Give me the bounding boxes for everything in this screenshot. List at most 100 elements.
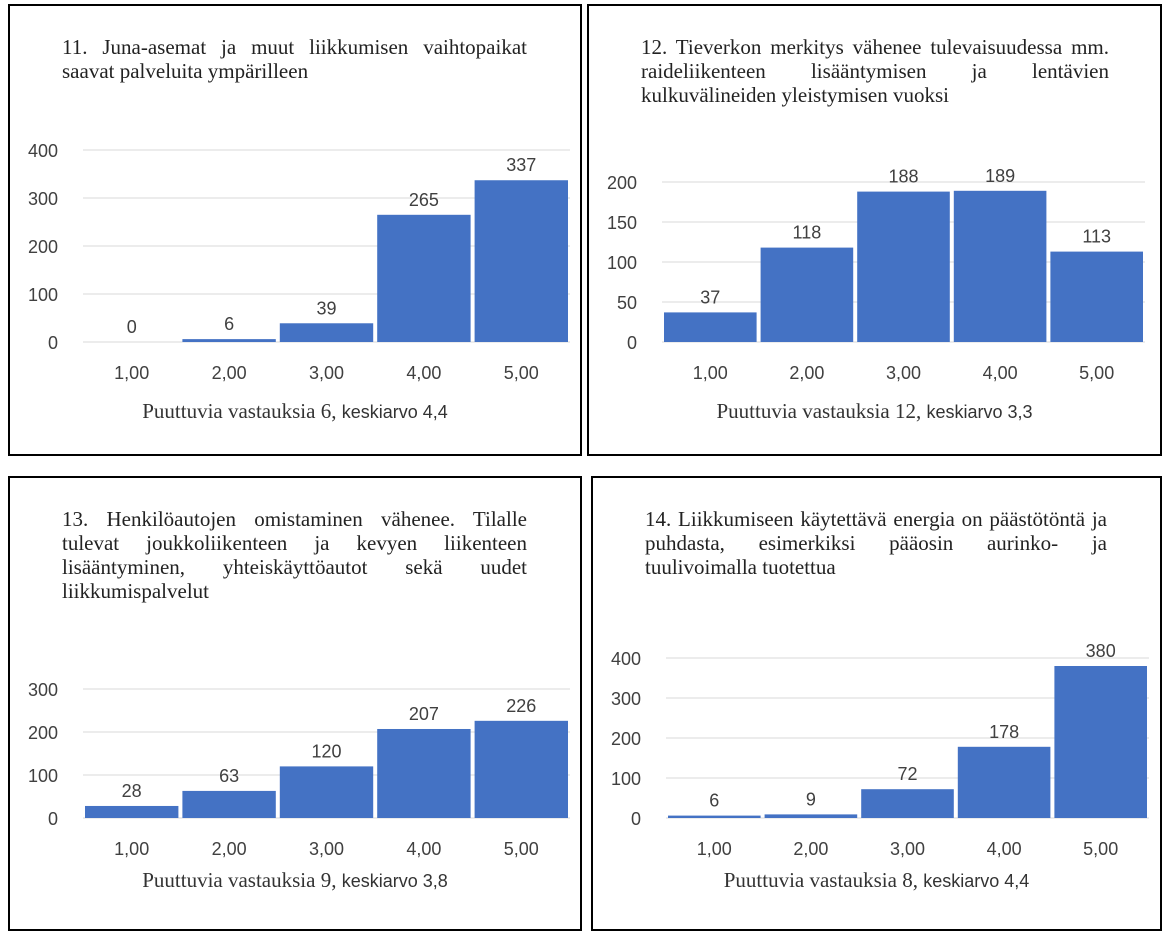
x-tick-label: 2,00 <box>793 839 828 859</box>
footer-mean-text: keskiarvo 3,3 <box>926 402 1033 422</box>
footer-mean-text: keskiarvo 3,8 <box>341 871 448 891</box>
x-tick-label: 5,00 <box>504 363 539 383</box>
bar <box>953 190 1047 342</box>
bar-chart-11: 0 100 200 300 400 0 6 39 265 337 1,00 2,00 3,00 4,00 5… <box>28 141 570 383</box>
y-tick-label: 200 <box>607 173 637 193</box>
x-tick-label: 1,00 <box>693 363 728 383</box>
footer-missing-text: Puuttuvia vastauksia 8, <box>723 868 924 892</box>
bar-chart-13: 0 100 200 300 28 63 120 207 226 1,00 2,00 3,00 4,00 5… <box>28 680 570 859</box>
data-label: 118 <box>793 223 822 243</box>
data-label: 178 <box>989 722 1019 742</box>
y-tick-label: 200 <box>28 237 58 257</box>
bar <box>861 789 954 818</box>
chart-panel-12: 12. Tieverkon merkitys vähenee tulevaisu… <box>587 4 1162 456</box>
y-tick-label: 100 <box>28 766 58 786</box>
footer-mean-text: keskiarvo 4,4 <box>923 871 1030 891</box>
y-tick-label: 300 <box>611 689 641 709</box>
y-tick-label: 200 <box>611 729 641 749</box>
footer-missing-text: Puuttuvia vastauksia 12, <box>716 399 927 423</box>
y-tick-label: 100 <box>611 769 641 789</box>
data-label: 113 <box>1082 227 1111 247</box>
y-tick-label: 100 <box>607 253 637 273</box>
bar <box>474 180 568 342</box>
y-tick-label: 0 <box>48 809 58 829</box>
bar <box>377 728 471 818</box>
chart-footer: Puuttuvia vastauksia 12, keskiarvo 3,3 <box>589 399 1160 424</box>
chart-footer: Puuttuvia vastauksia 8, keskiarvo 4,4 <box>593 868 1160 893</box>
x-tick-label: 3,00 <box>890 839 925 859</box>
bar <box>85 805 179 818</box>
y-tick-label: 300 <box>28 680 58 700</box>
data-label: 120 <box>311 741 341 761</box>
data-label: 6 <box>224 314 234 334</box>
y-tick-label: 400 <box>611 649 641 669</box>
bar <box>377 214 471 342</box>
data-label: 380 <box>1086 641 1116 661</box>
x-tick-label: 1,00 <box>697 839 732 859</box>
x-tick-label: 5,00 <box>1083 839 1118 859</box>
data-label: 63 <box>219 766 239 786</box>
data-label: 37 <box>700 287 720 307</box>
chart-panel-13: 13. Henkilöautojen omistaminen vähenee. … <box>8 476 582 931</box>
data-label: 226 <box>506 696 536 716</box>
y-tick-label: 200 <box>28 723 58 743</box>
x-tick-label: 5,00 <box>504 839 539 859</box>
bar <box>664 312 757 342</box>
x-tick-label: 5,00 <box>1079 363 1114 383</box>
chart-footer: Puuttuvia vastauksia 6, keskiarvo 4,4 <box>10 399 580 424</box>
footer-mean-text: keskiarvo 4,4 <box>341 402 448 422</box>
x-tick-label: 4,00 <box>987 839 1022 859</box>
bar <box>474 720 568 818</box>
y-tick-label: 0 <box>627 333 637 353</box>
data-label: 28 <box>122 781 142 801</box>
bar-chart-14: 0 100 200 300 400 6 9 72 178 380 1,00 2,00 3,00 4,00 5… <box>611 641 1149 859</box>
bar <box>1054 666 1147 818</box>
chart-title: 12. Tieverkon merkitys vähenee tulevaisu… <box>641 35 1109 107</box>
data-label: 188 <box>888 167 918 187</box>
x-tick-label: 2,00 <box>212 363 247 383</box>
bar <box>182 790 276 818</box>
y-tick-label: 100 <box>28 285 58 305</box>
x-tick-label: 4,00 <box>406 839 441 859</box>
bar <box>668 815 761 818</box>
bar <box>279 323 374 342</box>
bar <box>1050 251 1143 342</box>
y-tick-label: 150 <box>607 213 637 233</box>
y-tick-label: 0 <box>48 333 58 353</box>
y-tick-label: 50 <box>617 293 637 313</box>
data-label: 207 <box>409 704 439 724</box>
footer-missing-text: Puuttuvia vastauksia 9, <box>142 868 342 892</box>
y-tick-label: 0 <box>631 809 641 829</box>
x-tick-label: 1,00 <box>114 839 149 859</box>
chart-title: 13. Henkilöautojen omistaminen vähenee. … <box>62 507 527 603</box>
bar <box>279 766 374 818</box>
chart-footer: Puuttuvia vastauksia 9, keskiarvo 3,8 <box>10 868 580 893</box>
x-tick-label: 4,00 <box>406 363 441 383</box>
bar-chart-12: 0 50 100 150 200 37 118 188 189 113 1,00 2,00 3,00 4,… <box>607 166 1145 383</box>
data-label: 6 <box>709 791 719 811</box>
data-label: 189 <box>985 166 1015 186</box>
footer-missing-text: Puuttuvia vastauksia 6, <box>142 399 342 423</box>
bar <box>760 247 854 342</box>
bar <box>182 339 276 342</box>
chart-title: 11. Juna-asemat ja muut liikkumisen vaih… <box>62 35 527 83</box>
x-tick-label: 2,00 <box>789 363 824 383</box>
data-label: 337 <box>506 155 536 175</box>
data-label: 39 <box>316 298 336 318</box>
x-tick-label: 3,00 <box>309 363 344 383</box>
data-label: 265 <box>409 190 439 210</box>
y-tick-label: 300 <box>28 189 58 209</box>
bar <box>764 814 858 818</box>
chart-panel-14: 14. Liikkumiseen käytettävä energia on p… <box>591 476 1162 931</box>
x-tick-label: 3,00 <box>886 363 921 383</box>
x-tick-label: 2,00 <box>212 839 247 859</box>
chart-title: 14. Liikkumiseen käytettävä energia on p… <box>645 507 1107 579</box>
x-tick-label: 4,00 <box>983 363 1018 383</box>
data-label: 72 <box>897 764 917 784</box>
data-label: 0 <box>127 317 137 337</box>
y-tick-label: 400 <box>28 141 58 161</box>
bar <box>857 191 950 342</box>
x-tick-label: 3,00 <box>309 839 344 859</box>
bar <box>957 746 1051 818</box>
x-tick-label: 1,00 <box>114 363 149 383</box>
